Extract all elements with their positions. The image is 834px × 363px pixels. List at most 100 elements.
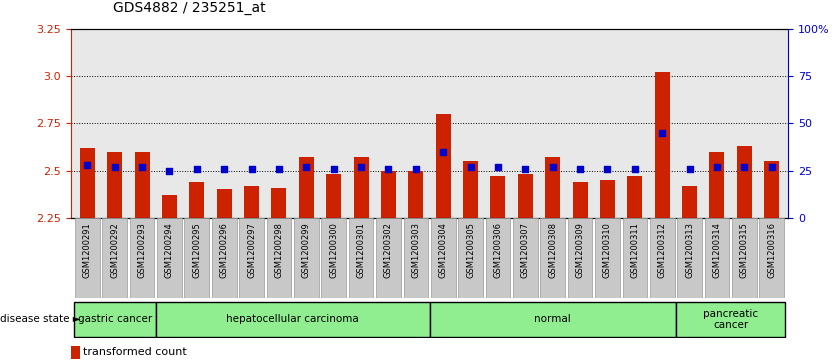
Bar [107,152,123,218]
FancyBboxPatch shape [513,218,538,298]
Bar [271,188,286,218]
Point [135,164,148,170]
Bar [189,182,204,218]
Point [656,130,669,136]
Text: GSM1200299: GSM1200299 [302,222,311,278]
Point [436,149,450,155]
FancyBboxPatch shape [157,218,182,298]
FancyBboxPatch shape [404,218,428,298]
FancyBboxPatch shape [568,218,592,298]
Point [409,166,423,172]
Point [382,166,395,172]
Point [354,164,368,170]
Bar [409,171,424,218]
Text: GSM1200312: GSM1200312 [658,222,666,278]
FancyBboxPatch shape [430,302,676,337]
Bar [134,152,149,218]
Text: GSM1200294: GSM1200294 [165,222,174,278]
Bar [381,171,396,218]
Text: GSM1200296: GSM1200296 [219,222,229,278]
Bar [71,346,80,359]
Point [628,166,641,172]
FancyBboxPatch shape [650,218,675,298]
FancyBboxPatch shape [458,218,483,298]
Bar [217,189,232,218]
Point [299,164,313,170]
FancyBboxPatch shape [239,218,264,298]
Bar [162,195,177,218]
FancyBboxPatch shape [184,218,209,298]
Text: GSM1200304: GSM1200304 [439,222,448,278]
Point [464,164,477,170]
Text: GSM1200297: GSM1200297 [247,222,256,278]
Bar [682,186,697,218]
Text: GSM1200315: GSM1200315 [740,222,749,278]
Point [765,164,778,170]
Point [81,162,94,168]
Bar [627,176,642,218]
Point [327,166,340,172]
Text: GSM1200307: GSM1200307 [520,222,530,278]
Text: GSM1200308: GSM1200308 [548,222,557,278]
Text: pancreatic
cancer: pancreatic cancer [703,309,758,330]
FancyBboxPatch shape [732,218,756,298]
FancyBboxPatch shape [349,218,374,298]
FancyBboxPatch shape [540,218,565,298]
Bar [463,161,478,218]
Text: GSM1200300: GSM1200300 [329,222,339,278]
Point [245,166,259,172]
Point [163,168,176,174]
Bar [244,186,259,218]
Point [683,166,696,172]
Point [491,164,505,170]
Bar [545,158,560,218]
Point [190,166,203,172]
Point [574,166,587,172]
Point [218,166,231,172]
Text: GSM1200301: GSM1200301 [357,222,365,278]
Bar [655,73,670,218]
Text: GSM1200310: GSM1200310 [603,222,612,278]
Text: GSM1200303: GSM1200303 [411,222,420,278]
Bar [490,176,505,218]
FancyBboxPatch shape [267,218,291,298]
Text: transformed count: transformed count [83,347,187,357]
FancyBboxPatch shape [622,218,647,298]
Text: normal: normal [535,314,571,325]
FancyBboxPatch shape [321,218,346,298]
FancyBboxPatch shape [677,218,702,298]
Bar [354,158,369,218]
Point [737,164,751,170]
Text: GSM1200309: GSM1200309 [575,222,585,278]
Text: GSM1200295: GSM1200295 [193,222,201,278]
FancyBboxPatch shape [705,218,729,298]
FancyBboxPatch shape [376,218,401,298]
FancyBboxPatch shape [676,302,786,337]
Text: hepatocellular carcinoma: hepatocellular carcinoma [226,314,359,325]
Text: gastric cancer: gastric cancer [78,314,152,325]
Point [108,164,122,170]
Bar [600,180,615,218]
Bar [518,174,533,218]
FancyBboxPatch shape [485,218,510,298]
Text: GSM1200292: GSM1200292 [110,222,119,278]
Text: disease state ►: disease state ► [0,314,81,325]
FancyBboxPatch shape [595,218,620,298]
FancyBboxPatch shape [103,218,127,298]
Text: GSM1200298: GSM1200298 [274,222,284,278]
Text: GDS4882 / 235251_at: GDS4882 / 235251_at [113,0,265,15]
FancyBboxPatch shape [156,302,430,337]
Text: GSM1200313: GSM1200313 [685,222,694,278]
Point [272,166,285,172]
Point [600,166,614,172]
Bar [299,158,314,218]
FancyBboxPatch shape [212,218,237,298]
Bar [326,174,341,218]
Point [519,166,532,172]
FancyBboxPatch shape [73,302,156,337]
Text: GSM1200291: GSM1200291 [83,222,92,278]
Point [711,164,724,170]
FancyBboxPatch shape [75,218,99,298]
Bar [573,182,588,218]
Text: GSM1200293: GSM1200293 [138,222,147,278]
